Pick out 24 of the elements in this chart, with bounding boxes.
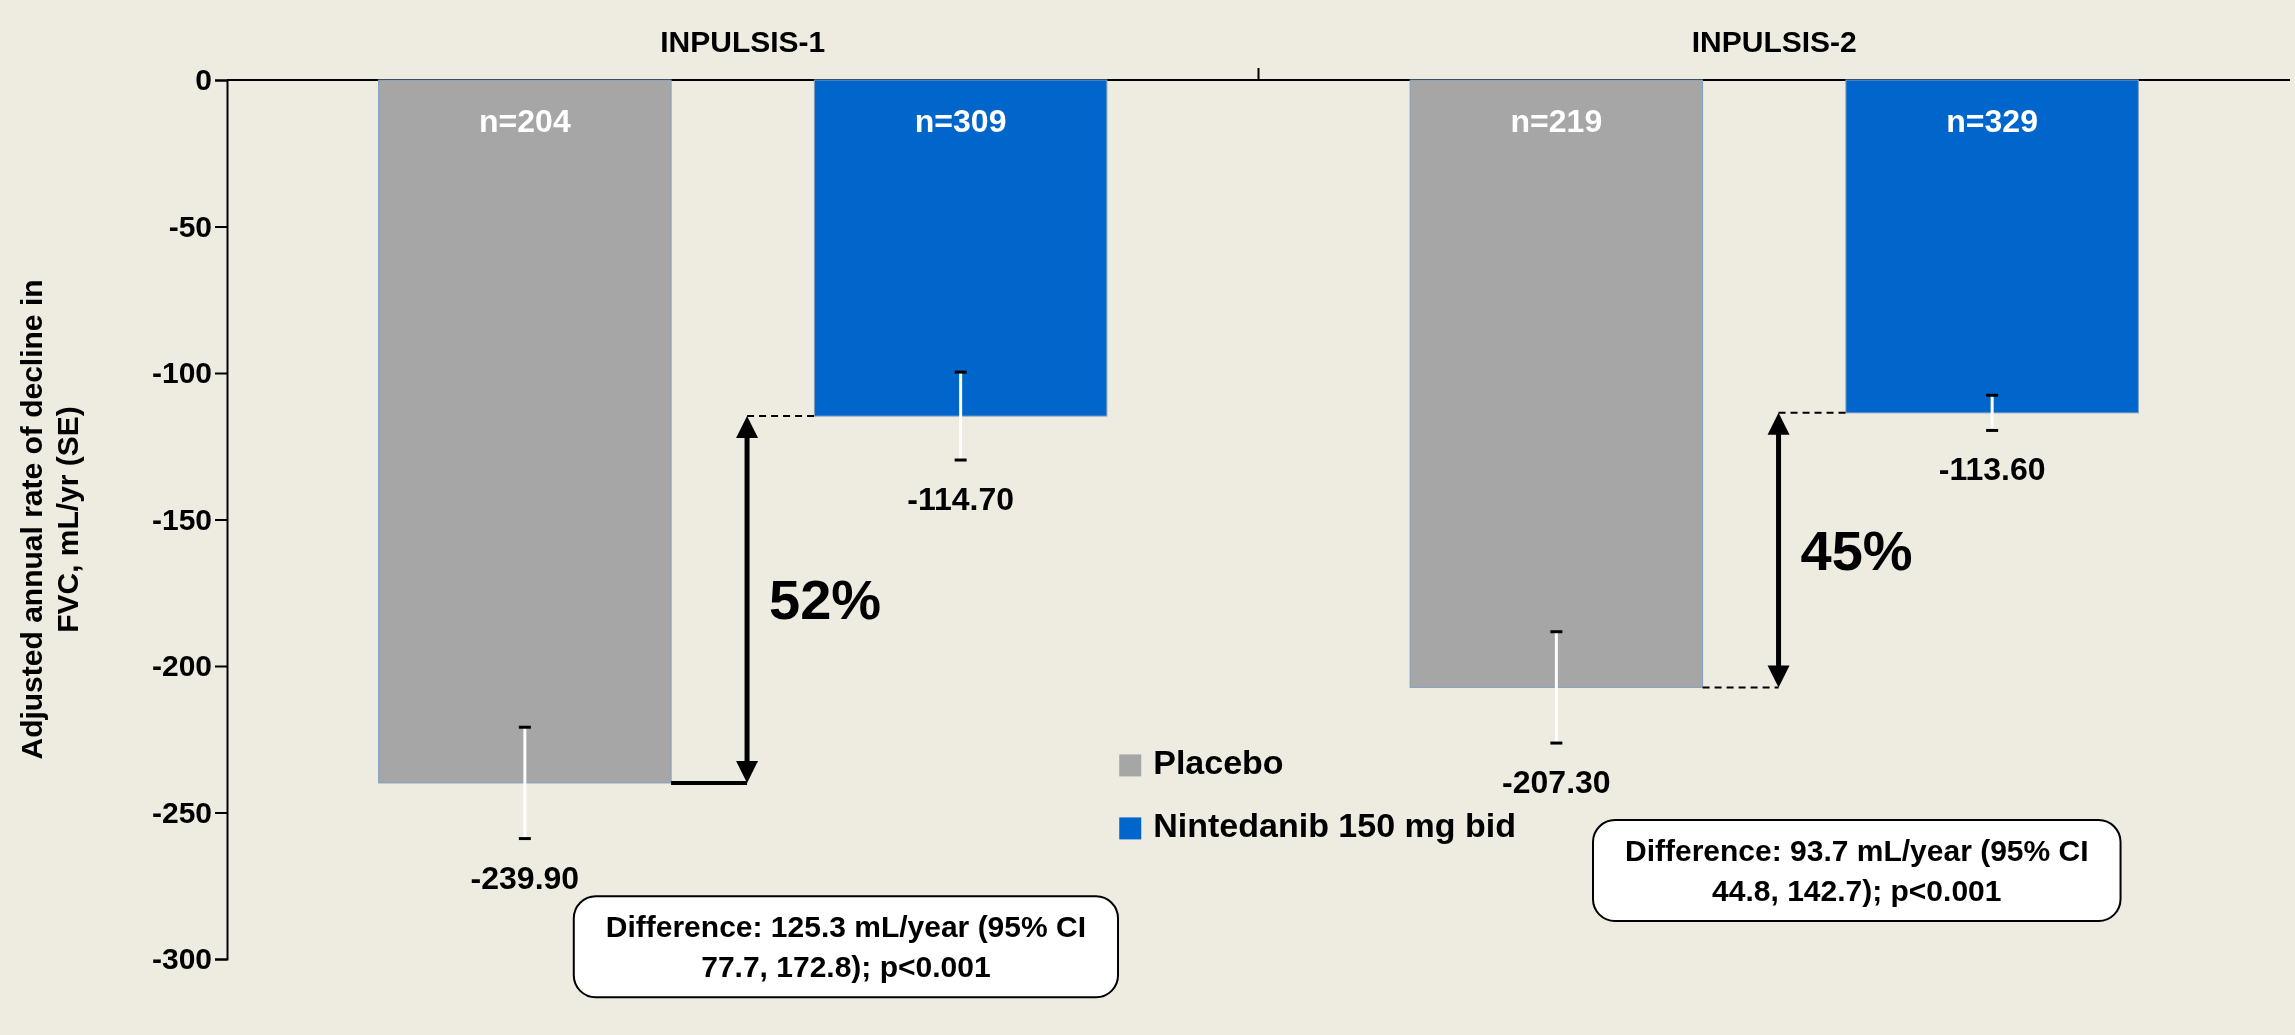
annotation: n=204 xyxy=(479,103,571,139)
x-tick-label: INPULSIS-1 xyxy=(660,25,826,58)
annotation: 52% xyxy=(769,568,882,632)
y-tick-label: -300 xyxy=(151,942,212,976)
data-label: -207.30 xyxy=(1502,764,1611,801)
x-tick-label: INPULSIS-2 xyxy=(1691,25,1857,58)
data-label: -113.60 xyxy=(1938,451,2046,488)
legend-label: Placebo xyxy=(1153,743,1284,782)
data-label: -239.90 xyxy=(470,859,580,896)
y-tick-label: -100 xyxy=(151,356,212,390)
annotation: n=329 xyxy=(1946,103,2038,139)
annotation: n=219 xyxy=(1510,103,1603,139)
y-tick-label: 0 xyxy=(195,63,212,97)
annotation: Difference: 93.7 mL/year (95% CI 44.8, 142.7); p<0.001 xyxy=(1625,834,2089,908)
annotation: Difference: 125.3 mL/year (95% CI 77.7, 172.8); p<0.001 xyxy=(605,910,1087,984)
y-tick-label: -50 xyxy=(168,209,212,243)
y-axis-title: Adjusted annual rate of decline in FVC, mL/yr (SE) xyxy=(15,279,84,760)
y-tick-label: -150 xyxy=(151,502,212,536)
legend-label: Nintedanib 150 mg bid xyxy=(1153,806,1516,845)
y-tick-label: -200 xyxy=(151,649,212,683)
annotation: 45% xyxy=(1800,519,1913,583)
y-tick-label: -250 xyxy=(151,795,212,829)
annotation: n=309 xyxy=(914,103,1007,139)
data-label: -114.70 xyxy=(907,481,1015,518)
